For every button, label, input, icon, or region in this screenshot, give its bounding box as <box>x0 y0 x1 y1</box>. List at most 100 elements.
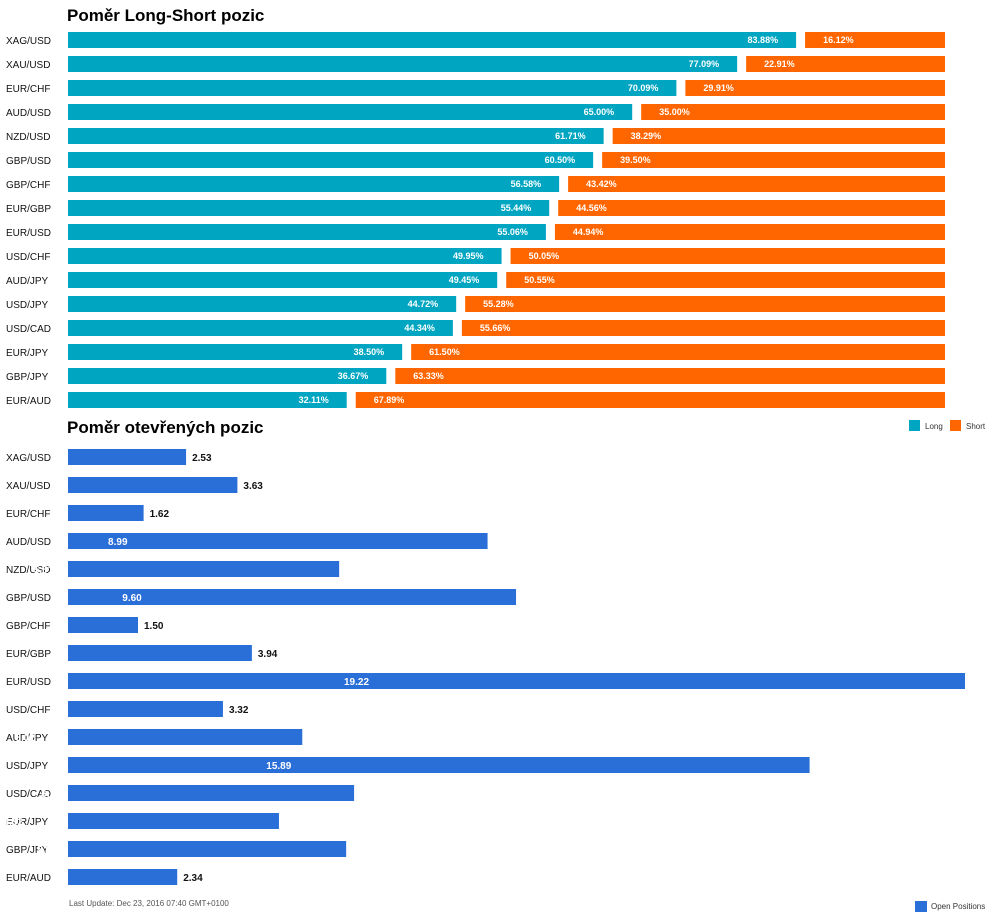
bar-long <box>68 296 457 312</box>
data-label-long: 55.44% <box>501 203 532 213</box>
legend-swatch-short <box>950 420 961 431</box>
bar-short <box>554 224 945 240</box>
category-label: EUR/GBP <box>6 204 51 215</box>
data-label-short: 67.89% <box>374 395 405 405</box>
bar-open-positions <box>68 673 965 689</box>
category-label: GBP/CHF <box>6 621 50 632</box>
chart-title-open-positions: Poměr otevřených pozic <box>67 418 264 437</box>
bar-short <box>558 200 945 216</box>
data-label: 3.63 <box>243 481 263 492</box>
legend-swatch-long <box>909 420 920 431</box>
bar-short <box>685 80 945 96</box>
category-label: EUR/JPY <box>6 817 49 828</box>
data-label-long: 70.09% <box>628 83 659 93</box>
legend-label-short: Short <box>966 422 986 431</box>
data-label-short: 39.50% <box>620 155 651 165</box>
category-label: GBP/USD <box>6 593 51 604</box>
bar-open-positions <box>68 729 303 745</box>
bar-short <box>411 344 945 360</box>
bar-long <box>68 176 560 192</box>
category-label: EUR/GBP <box>6 649 51 660</box>
legend-label-open: Open Positions <box>931 902 985 911</box>
category-label: XAG/USD <box>6 453 51 464</box>
bar-open-positions <box>68 477 238 493</box>
bar-open-positions <box>68 589 517 605</box>
category-label: GBP/JPY <box>6 845 49 856</box>
bar-short <box>506 272 945 288</box>
category-label: EUR/USD <box>6 228 51 239</box>
bar-long <box>68 272 498 288</box>
bar-short <box>461 320 945 336</box>
data-label: 4.52 <box>4 817 24 828</box>
data-label: 1.62 <box>150 509 170 520</box>
chart-title-long-short: Poměr Long-Short pozic <box>67 6 265 25</box>
legend-swatch-open <box>915 901 927 912</box>
data-label-long: 38.50% <box>354 347 385 357</box>
data-label: 3.94 <box>258 649 278 660</box>
bar-short <box>395 368 945 384</box>
bar-open-positions <box>68 869 178 885</box>
bar-long <box>68 248 502 264</box>
data-label-short: 55.66% <box>480 323 511 333</box>
category-label: NZD/USD <box>6 132 50 143</box>
category-label: AUD/JPY <box>6 276 49 287</box>
data-label-long: 55.06% <box>497 227 528 237</box>
data-label-short: 38.29% <box>631 131 662 141</box>
data-label-long: 61.71% <box>555 131 586 141</box>
data-label: 5.96 <box>37 845 57 856</box>
data-label: 6.13 <box>41 789 61 800</box>
data-label-short: 55.28% <box>483 299 514 309</box>
category-label: AUD/JPY <box>6 733 49 744</box>
data-label-short: 29.91% <box>703 83 734 93</box>
category-label: EUR/AUD <box>6 873 51 884</box>
category-label: XAG/USD <box>6 36 51 47</box>
legend-label-long: Long <box>925 422 943 431</box>
data-label-long: 32.11% <box>299 395 329 405</box>
data-label: 1.50 <box>144 621 164 632</box>
bar-open-positions <box>68 645 252 661</box>
data-label-long: 44.72% <box>408 299 439 309</box>
bar-short <box>612 128 945 144</box>
data-label: 8.99 <box>108 537 128 548</box>
bar-open-positions <box>68 449 187 465</box>
bar-long <box>68 368 387 384</box>
bar-long <box>68 392 347 408</box>
data-label: 3.32 <box>229 705 249 716</box>
data-label: 5.81 <box>34 565 54 576</box>
data-label-short: 44.94% <box>573 227 604 237</box>
bar-short <box>510 248 945 264</box>
data-label-long: 36.67% <box>338 371 369 381</box>
category-label: XAU/USD <box>6 60 50 71</box>
bar-long <box>68 320 453 336</box>
bar-open-positions <box>68 757 810 773</box>
bar-long <box>68 32 797 48</box>
category-label: USD/CHF <box>6 252 50 263</box>
data-label: 2.34 <box>183 873 203 884</box>
bar-short <box>355 392 945 408</box>
data-label: 15.89 <box>266 761 291 772</box>
data-label-short: 50.55% <box>524 275 555 285</box>
category-label: XAU/USD <box>6 481 50 492</box>
bar-open-positions <box>68 533 488 549</box>
data-label-short: 16.12% <box>823 35 854 45</box>
last-update-text: Last Update: Dec 23, 2016 07:40 GMT+0100 <box>69 899 229 908</box>
data-label-short: 35.00% <box>659 107 690 117</box>
bar-open-positions <box>68 617 139 633</box>
data-label-short: 50.05% <box>529 251 560 261</box>
bar-long <box>68 56 738 72</box>
bar-long <box>68 224 546 240</box>
bar-open-positions <box>68 785 355 801</box>
category-label: USD/CAD <box>6 789 51 800</box>
category-label: EUR/JPY <box>6 348 49 359</box>
bar-short <box>805 32 945 48</box>
data-label: 2.53 <box>192 453 212 464</box>
data-label-short: 63.33% <box>413 371 444 381</box>
category-label: EUR/CHF <box>6 509 50 520</box>
bar-open-positions <box>68 505 144 521</box>
data-label-long: 44.34% <box>404 323 435 333</box>
category-label: NZD/USD <box>6 565 50 576</box>
data-label-long: 60.50% <box>545 155 576 165</box>
category-label: GBP/USD <box>6 156 51 167</box>
bar-short <box>568 176 945 192</box>
